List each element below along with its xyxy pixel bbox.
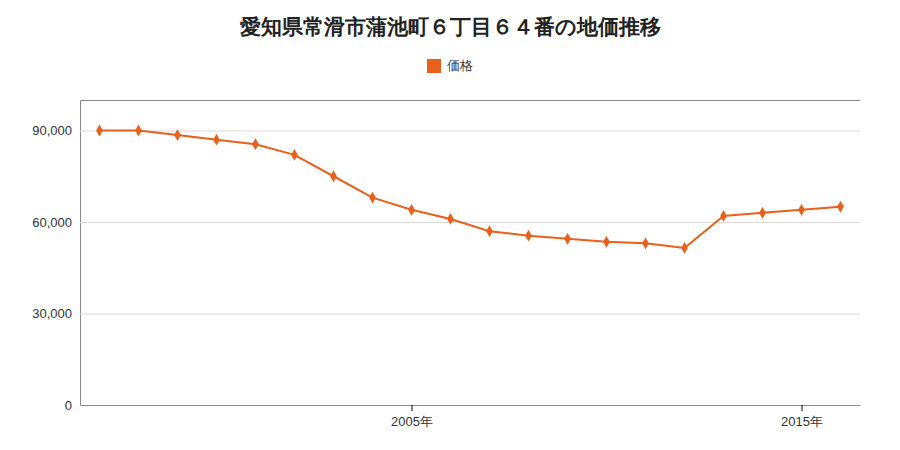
y-tick-label: 90,000 [32, 123, 72, 138]
y-tick: 0 [65, 398, 860, 413]
marker [330, 170, 337, 182]
marker [447, 213, 454, 225]
marker [213, 134, 220, 146]
marker [252, 138, 259, 150]
marker [486, 225, 493, 237]
marker [603, 236, 610, 248]
marker [798, 204, 805, 216]
x-tick-label: 2015年 [781, 414, 823, 429]
chart: 愛知県常滑市蒲池町６丁目６４番の地価推移 0 30,000 60,000 90,000 2… [0, 0, 900, 450]
tick-mark [802, 405, 803, 411]
marker [525, 230, 532, 242]
marker [681, 242, 688, 254]
grid-line [80, 314, 860, 315]
marker [291, 149, 298, 161]
legend-label: 価格 [447, 58, 473, 73]
line [100, 131, 841, 248]
marker [759, 207, 766, 219]
marker [564, 233, 571, 245]
x-tick-label: 2005年 [391, 414, 433, 429]
y-axis: 0 30,000 60,000 90,000 [32, 101, 860, 413]
marker [837, 201, 844, 213]
x-tick: 2015年 [781, 405, 823, 429]
legend: 価格 [427, 58, 473, 73]
marker [135, 125, 142, 137]
x-axis: 2005年 2015年 [81, 405, 861, 429]
x-axis-line [81, 405, 861, 406]
legend-swatch [427, 59, 441, 73]
y-tick-label: 30,000 [32, 306, 72, 321]
plot: 0 30,000 60,000 90,000 2005年 2015年 [32, 101, 860, 430]
y-tick: 90,000 [32, 123, 860, 138]
x-tick: 2005年 [391, 405, 433, 429]
marker [369, 192, 376, 204]
title: 愛知県常滑市蒲池町６丁目６４番の地価推移 [240, 15, 661, 39]
grid-line [80, 222, 860, 223]
marker [642, 237, 649, 249]
y-tick-label: 60,000 [32, 215, 72, 230]
y-tick-label: 0 [65, 398, 72, 413]
grid-line [80, 405, 860, 406]
legend-item: 価格 [427, 58, 473, 73]
marker [720, 210, 727, 222]
grid-line [80, 131, 860, 132]
y-tick: 30,000 [32, 306, 860, 321]
marker [174, 129, 181, 141]
marks [96, 125, 844, 254]
y-axis-line [81, 101, 861, 406]
marker [96, 125, 103, 137]
marker [408, 204, 415, 216]
tick-mark [412, 405, 413, 411]
